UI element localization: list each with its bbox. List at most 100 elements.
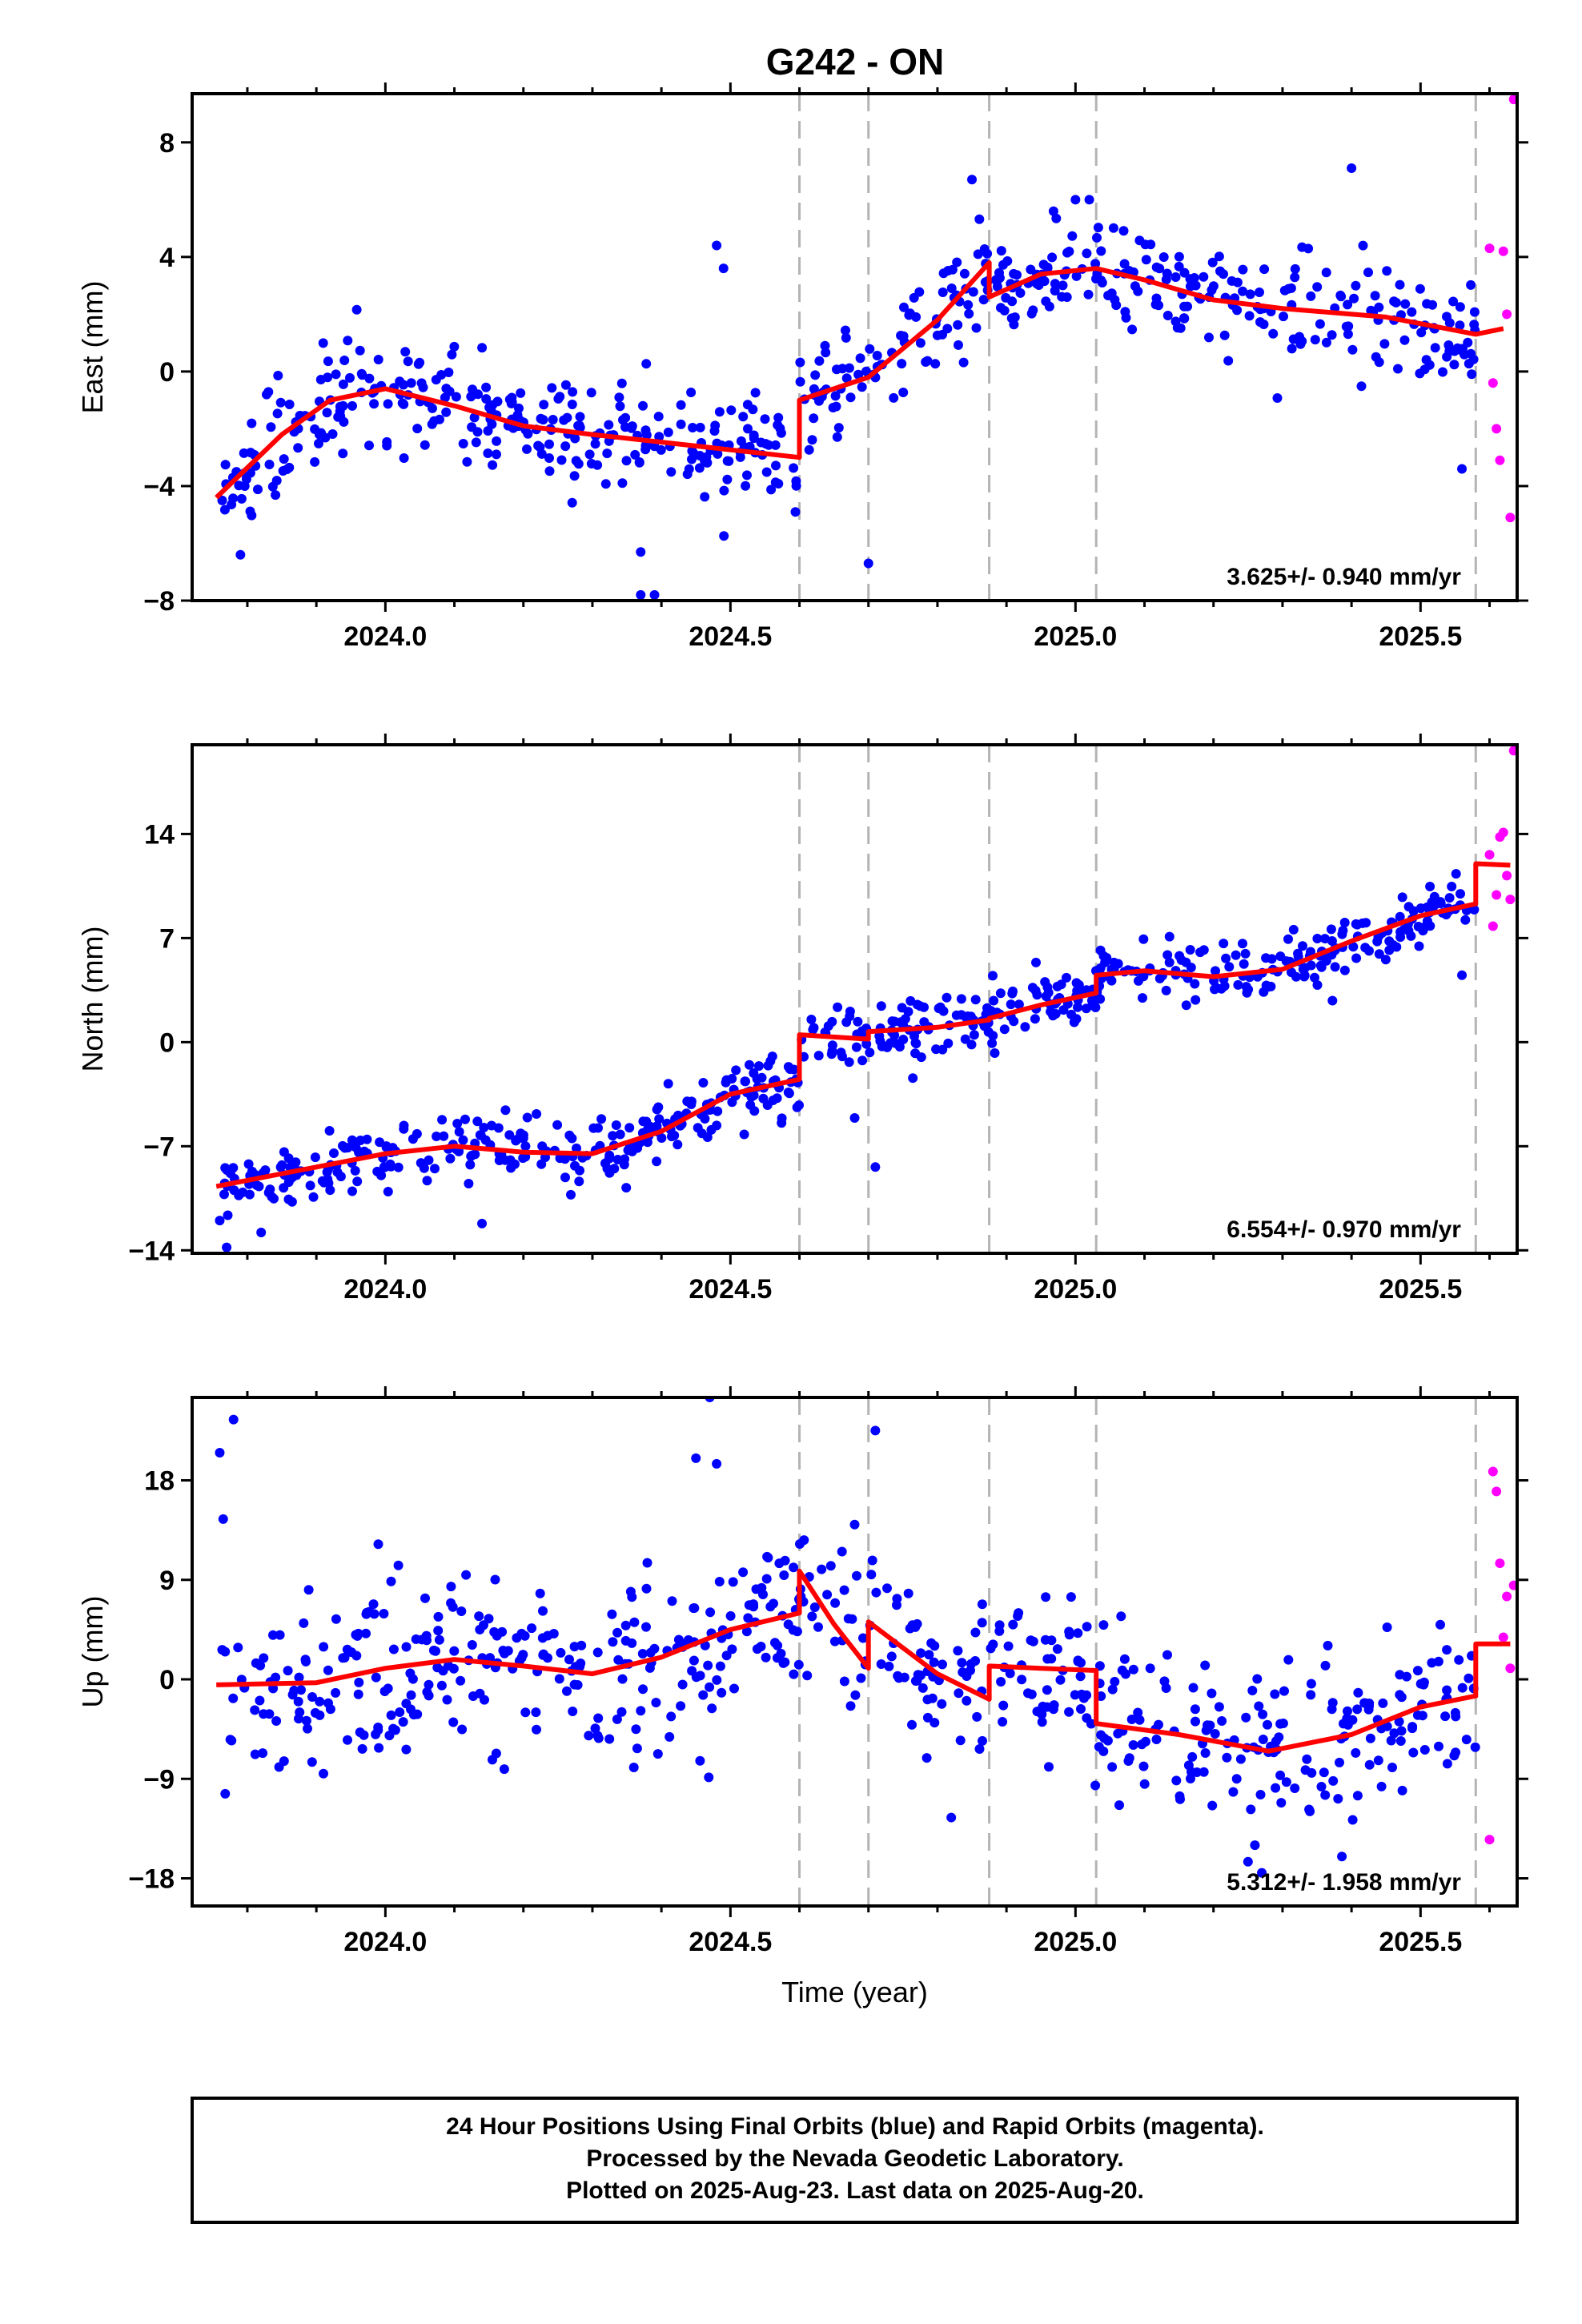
- east-final-orbit-point: [275, 397, 286, 408]
- east-final-orbit-point: [1374, 357, 1384, 368]
- east-final-orbit-point: [357, 370, 367, 380]
- north-final-orbit-point: [325, 1185, 335, 1196]
- up-final-orbit-point: [946, 1812, 957, 1823]
- up-final-orbit-point: [937, 1699, 947, 1709]
- up-final-orbit-point: [822, 1590, 833, 1600]
- east-final-orbit-point: [1343, 300, 1353, 310]
- up-final-orbit-point: [907, 1719, 917, 1730]
- north-final-orbit-point: [731, 1065, 741, 1076]
- up-final-orbit-point: [1257, 1868, 1267, 1878]
- east-final-orbit-point: [279, 454, 289, 464]
- north-final-orbit-point: [698, 1078, 709, 1088]
- north-final-orbit-point: [419, 1163, 429, 1173]
- footer-line-1: 24 Hour Positions Using Final Orbits (bl…: [446, 2113, 1264, 2140]
- north-final-orbit-point: [352, 1176, 363, 1187]
- north-final-orbit-point: [663, 1079, 673, 1089]
- north-final-orbit-point: [935, 1002, 946, 1012]
- up-final-orbit-point: [1353, 1687, 1363, 1698]
- up-final-orbit-point: [1397, 1785, 1407, 1795]
- north-final-orbit-point: [611, 1120, 621, 1130]
- east-final-orbit-point: [458, 439, 468, 448]
- up-final-orbit-point: [516, 1628, 527, 1638]
- east-final-orbit-point: [267, 481, 278, 492]
- up-final-orbit-point: [301, 1715, 311, 1726]
- north-final-orbit-point: [504, 1130, 515, 1140]
- north-final-orbit-point: [532, 1109, 542, 1119]
- north-final-orbit-point: [813, 1051, 824, 1061]
- up-final-orbit-point: [1082, 1622, 1092, 1632]
- east-final-orbit-point: [488, 460, 498, 470]
- east-final-orbit-point: [1127, 324, 1138, 335]
- up-final-orbit-point: [531, 1707, 541, 1718]
- up-final-orbit-point: [665, 1731, 675, 1742]
- east-y-tick-label: 8: [159, 128, 175, 159]
- north-final-orbit-point: [479, 1123, 489, 1132]
- up-final-orbit-point: [1026, 1689, 1037, 1699]
- east-final-orbit-point: [915, 338, 926, 348]
- up-final-orbit-point: [651, 1698, 661, 1707]
- north-y-tick-label: 14: [144, 819, 175, 850]
- east-final-orbit-point: [228, 493, 239, 504]
- up-final-orbit-point: [845, 1701, 856, 1711]
- north-final-orbit-point: [960, 1034, 970, 1044]
- north-final-orbit-point: [1298, 941, 1307, 951]
- east-final-orbit-point: [592, 460, 603, 470]
- north-final-orbit-point: [596, 1114, 607, 1124]
- east-final-orbit-point: [722, 474, 733, 485]
- north-final-orbit-point: [1451, 869, 1461, 879]
- up-final-orbit-point: [866, 1570, 877, 1580]
- north-final-orbit-point: [845, 1007, 855, 1016]
- north-final-orbit-point: [894, 1042, 905, 1052]
- up-final-orbit-point: [1343, 1706, 1352, 1716]
- up-final-orbit-point: [593, 1713, 604, 1723]
- east-final-orbit-point: [676, 400, 686, 410]
- up-final-orbit-point: [1094, 1742, 1104, 1752]
- up-final-orbit-point: [817, 1564, 827, 1574]
- east-rapid-orbit-point: [1484, 243, 1495, 254]
- east-final-orbit-point: [614, 392, 624, 403]
- up-final-orbit-point: [259, 1653, 269, 1663]
- up-final-orbit-point: [411, 1634, 421, 1644]
- east-final-orbit-point: [323, 372, 333, 383]
- north-final-orbit-point: [1291, 971, 1301, 982]
- east-y-tick-label: 4: [159, 243, 175, 273]
- east-final-orbit-point: [663, 427, 673, 437]
- east-final-orbit-point: [640, 425, 651, 436]
- up-final-orbit-point: [616, 1707, 627, 1717]
- up-final-orbit-point: [446, 1582, 456, 1592]
- north-final-orbit-point: [219, 1189, 229, 1200]
- east-final-orbit-point: [742, 470, 752, 480]
- up-y-tick-label: −18: [128, 1864, 175, 1894]
- up-final-orbit-point: [644, 1663, 655, 1673]
- east-final-orbit-point: [1048, 206, 1058, 216]
- up-final-orbit-point: [1138, 1761, 1149, 1771]
- east-final-orbit-point: [512, 410, 523, 420]
- north-final-orbit-point: [1052, 981, 1062, 991]
- up-final-orbit-point: [962, 1671, 972, 1681]
- north-y-tick-label: −14: [128, 1236, 175, 1266]
- north-final-orbit-point: [853, 1016, 863, 1027]
- up-final-orbit-point: [1327, 1698, 1338, 1708]
- east-final-orbit-point: [1427, 300, 1438, 310]
- up-final-orbit-point: [689, 1603, 699, 1614]
- up-final-orbit-point: [1014, 1608, 1024, 1618]
- east-final-orbit-point: [938, 287, 948, 297]
- up-final-orbit-point: [268, 1630, 278, 1640]
- north-final-orbit-point: [1238, 939, 1247, 949]
- up-final-orbit-point: [1274, 1732, 1284, 1743]
- north-final-orbit-point: [1380, 955, 1391, 965]
- up-final-orbit-point: [1073, 1655, 1083, 1666]
- north-final-orbit-point: [841, 1017, 852, 1027]
- east-final-orbit-point: [570, 433, 580, 444]
- up-final-orbit-point: [406, 1690, 416, 1700]
- north-final-orbit-point: [919, 1017, 930, 1027]
- east-final-orbit-point: [1174, 251, 1184, 262]
- up-final-orbit-point: [1078, 1693, 1089, 1703]
- up-final-orbit-point: [994, 1620, 1005, 1630]
- east-final-orbit-point: [761, 439, 771, 449]
- footer-line-2: Processed by the Nevada Geodetic Laborat…: [586, 2145, 1123, 2172]
- up-final-orbit-point: [1133, 1707, 1143, 1718]
- north-final-orbit-point: [989, 995, 999, 1006]
- north-final-orbit-point: [956, 994, 966, 1004]
- east-final-orbit-point: [653, 412, 664, 422]
